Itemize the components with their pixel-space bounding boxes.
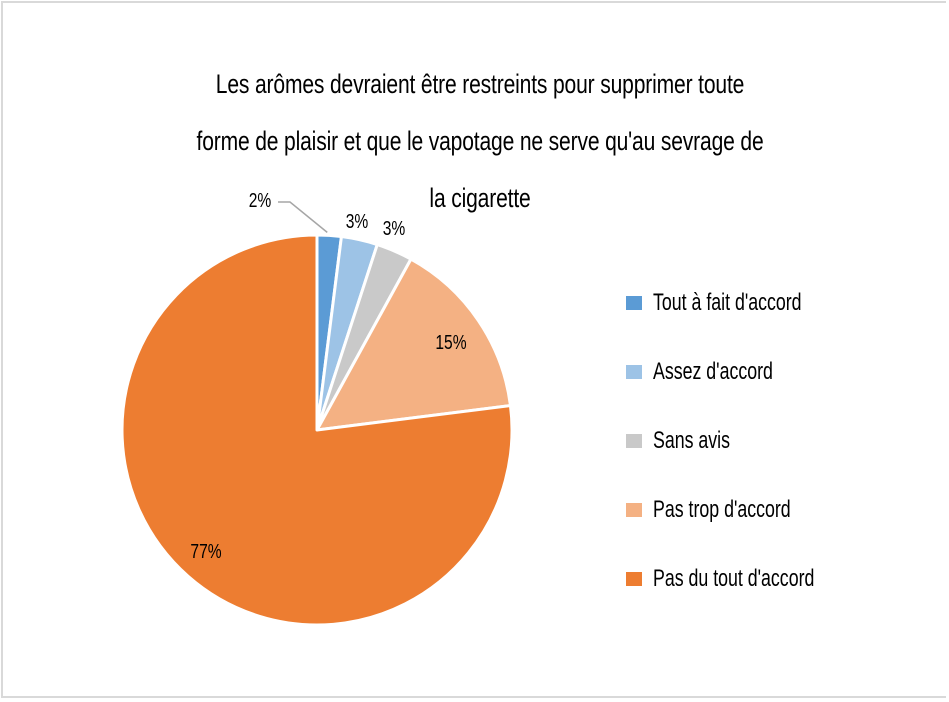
- legend-label: Tout à fait d'accord: [653, 289, 802, 316]
- legend-swatch: [626, 572, 642, 586]
- pie-slice-5: [120, 233, 514, 627]
- chart-title-line-3: la cigarette: [429, 183, 531, 213]
- legend-swatch: [626, 503, 642, 517]
- pie-slice-4: [315, 257, 512, 432]
- legend-item-1: Tout à fait d'accord: [626, 283, 854, 323]
- legend-item-4: Pas trop d'accord: [626, 490, 839, 530]
- legend-label: Pas trop d'accord: [653, 496, 791, 523]
- pie-data-labels: 2% 3% 3% 15% 77%: [190, 189, 466, 562]
- legend-item-5: Pas du tout d'accord: [626, 559, 871, 599]
- legend-item-2: Assez d'accord: [626, 352, 815, 392]
- chart-title: Les arômes devraient être restreints pou…: [176, 56, 784, 227]
- leader-line: [278, 201, 328, 233]
- data-label-2: 3%: [346, 210, 369, 232]
- data-label-1: 2%: [249, 189, 272, 211]
- legend-swatch: [626, 434, 642, 448]
- legend-label: Pas du tout d'accord: [653, 565, 815, 592]
- chart-title-line-1: Les arômes devraient être restreints pou…: [215, 69, 745, 99]
- data-label-5: 77%: [190, 540, 221, 562]
- data-label-4: 15%: [435, 331, 466, 353]
- legend-item-3: Sans avis: [626, 421, 757, 461]
- chart-title-line-2: forme de plaisir et que le vapotage ne s…: [196, 126, 764, 156]
- pie-slices: [120, 233, 514, 627]
- legend-label: Assez d'accord: [653, 358, 773, 385]
- legend-label: Sans avis: [653, 427, 731, 454]
- legend-swatch: [626, 296, 642, 310]
- legend-swatch: [626, 365, 642, 379]
- data-label-3: 3%: [383, 217, 406, 239]
